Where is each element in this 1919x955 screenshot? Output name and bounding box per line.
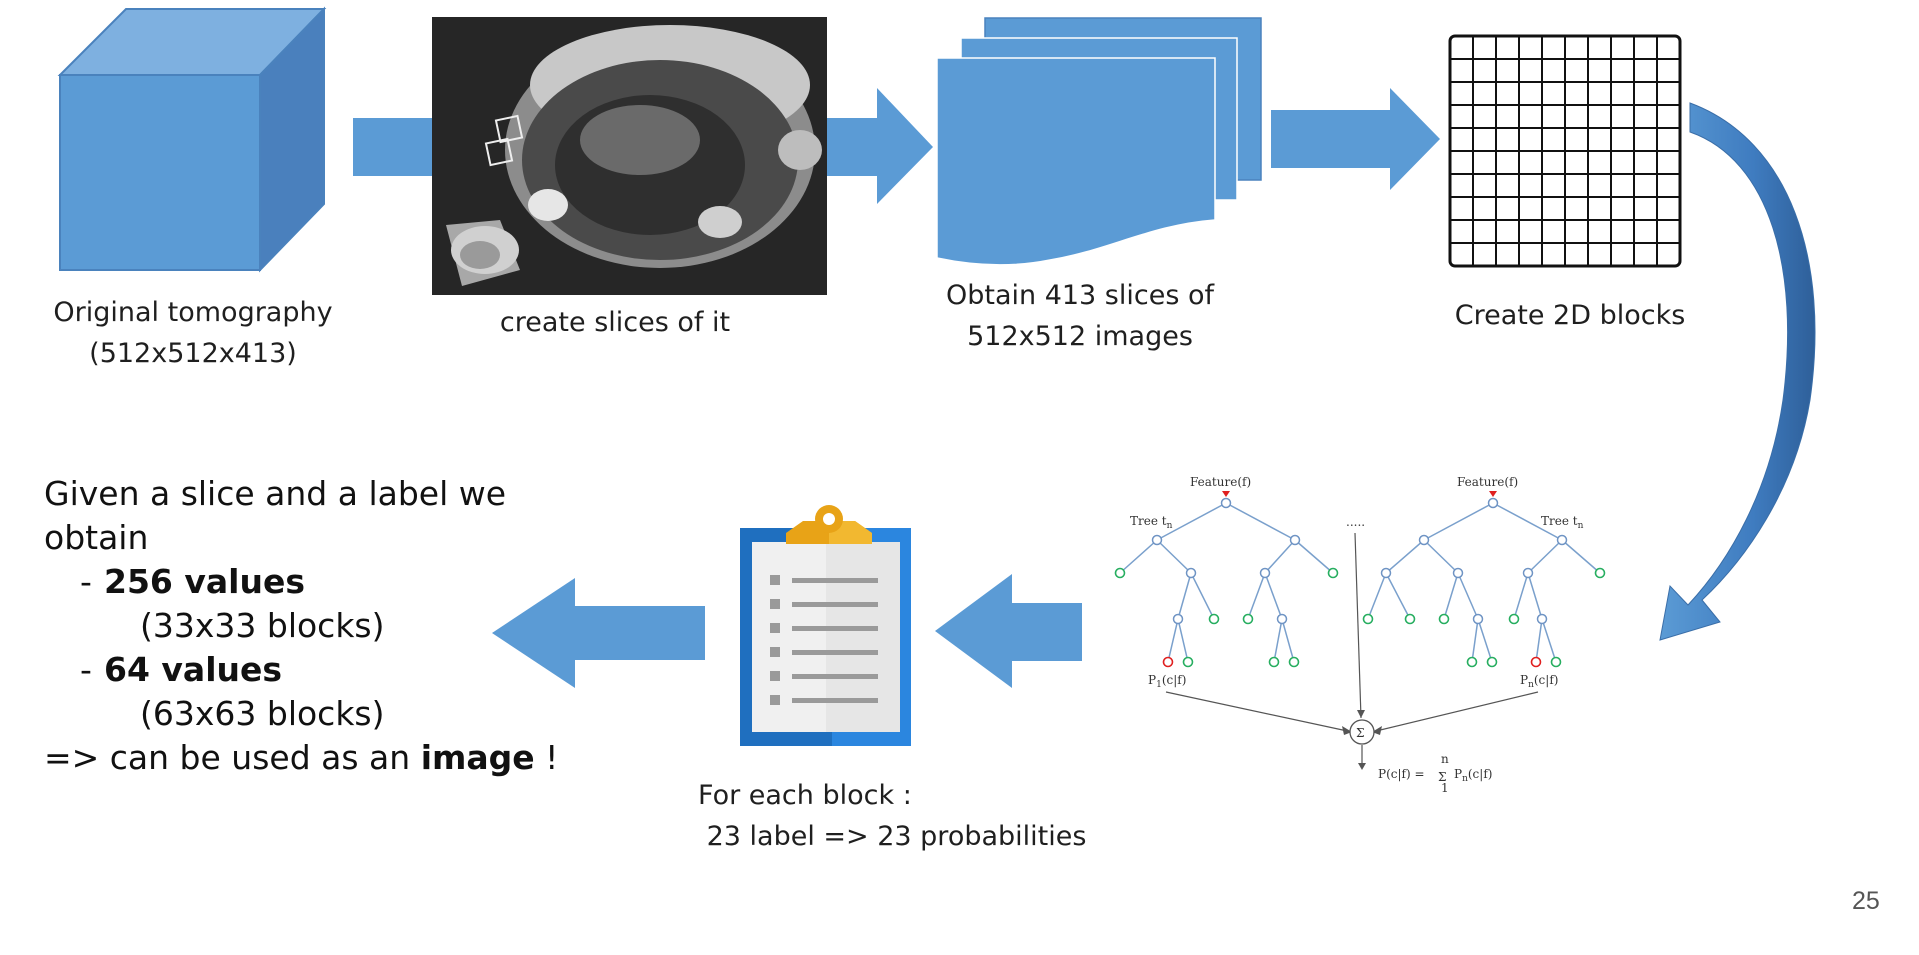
- caption-foreach-line2: 23 label => 23 probabilities: [698, 821, 1087, 852]
- bullet-dash: -: [80, 650, 92, 689]
- caption-foreach: For each block : 23 label => 23 probabil…: [698, 775, 1118, 857]
- summary-final-suffix: !: [534, 738, 559, 777]
- bullet-dash: -: [80, 562, 92, 601]
- arrow-tomography-to-slices: [353, 118, 433, 176]
- feature-label-right: Feature(f): [1457, 475, 1518, 489]
- summary-text: Given a slice and a label we obtain -256…: [44, 472, 558, 780]
- summary-final-prefix: => can be used as an: [44, 738, 421, 777]
- summary-item2-bold: 64 values: [104, 650, 283, 689]
- random-forest-diagram: Feature(f) Feature(f) Tree tn Tree tn ..…: [1114, 475, 1606, 795]
- block-grid-icon: [1448, 34, 1682, 268]
- formula-sum: Σ: [1438, 770, 1446, 784]
- arrow-stack-to-blocks: [1271, 88, 1440, 190]
- caption-slices: create slices of it: [499, 307, 731, 338]
- summary-item1-sub: (33x33 blocks): [140, 606, 385, 645]
- prob-label-right: Pn(c|f): [1520, 673, 1558, 690]
- page-number: 25: [1852, 887, 1880, 915]
- curved-arrow: [1659, 102, 1816, 641]
- arrow-slices-to-stack: [827, 88, 933, 204]
- sum-node-symbol: Σ: [1356, 726, 1364, 740]
- arrow-forest-to-clipboard: [935, 574, 1082, 688]
- brain-slice-image: [432, 17, 827, 295]
- caption-tomography-line2: (512x512x413): [89, 338, 297, 369]
- summary-final-bold: image: [420, 738, 535, 777]
- caption-obtain: Obtain 413 slices of 512x512 images: [920, 275, 1240, 357]
- formula-rhs: Pn(c|f): [1454, 767, 1492, 784]
- summary-item2: -64 values: [44, 648, 514, 692]
- clipboard-icon: [740, 505, 911, 746]
- tree-label-left: Tree tn: [1130, 514, 1173, 531]
- formula-bottom: 1: [1441, 781, 1449, 795]
- summary-item1: -256 values: [44, 560, 514, 604]
- caption-foreach-line1: For each block :: [698, 780, 912, 811]
- formula-lhs: P(c|f) =: [1378, 767, 1425, 781]
- stacked-slices-icon: [936, 17, 1262, 266]
- caption-blocks: Create 2D blocks: [1454, 300, 1686, 331]
- clipboard-lines: [770, 575, 878, 705]
- summary-item1-bold: 256 values: [104, 562, 305, 601]
- feature-label-left: Feature(f): [1190, 475, 1251, 489]
- formula-top: n: [1441, 752, 1449, 766]
- caption-tomography-line1: Original tomography: [53, 297, 333, 328]
- summary-final: => can be used as an image !: [44, 736, 558, 780]
- tree-label-right: Tree tn: [1541, 514, 1584, 531]
- forest-ellipsis: .....: [1346, 515, 1365, 529]
- cube-icon: [57, 6, 327, 273]
- summary-line2: obtain: [44, 518, 149, 557]
- caption-obtain-line1: Obtain 413 slices of: [945, 280, 1215, 311]
- summary-item2-sub: (63x63 blocks): [140, 694, 385, 733]
- summary-line1: Given a slice and a label we: [44, 474, 507, 513]
- caption-obtain-line2: 512x512 images: [967, 321, 1193, 352]
- arrow-clipboard-to-summary: [492, 578, 705, 688]
- prob-label-left: P1(c|f): [1148, 673, 1186, 690]
- caption-tomography: Original tomography (512x512x413): [28, 292, 358, 374]
